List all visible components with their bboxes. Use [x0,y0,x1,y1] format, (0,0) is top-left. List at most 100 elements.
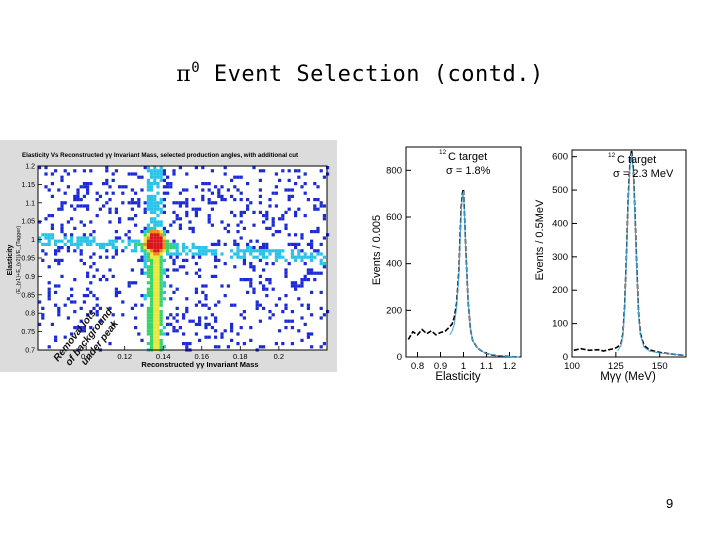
heatmap-cell [140,230,144,234]
heatmap-cell [290,255,294,259]
heatmap-cell [146,204,150,208]
hist-x-tick-label: 1 [461,361,466,372]
heatmap-cell [150,204,154,208]
heatmap-cell [230,249,234,253]
heatmap-cell [66,246,70,250]
heatmap-cell [207,220,211,224]
heatmap-cell [162,169,166,173]
heatmap-cell [108,268,112,272]
heatmap-cell [153,226,157,230]
heatmap-cell [207,214,211,218]
heatmap-cell [146,182,150,186]
heatmap-cell [284,319,288,323]
heatmap-cell [198,274,202,278]
heatmap-cell [300,258,304,262]
heatmap-cell [130,201,134,205]
hist-y-tick-label: 100 [552,319,568,330]
heatmap-cell [143,239,147,243]
heatmap-cell [159,322,163,326]
hist-fit-line [617,153,685,356]
heatmap-cell [38,166,42,170]
heatmap-cell [294,182,298,186]
heatmap-cell [172,329,176,333]
heatmap-cell [322,342,326,346]
heatmap-cell [150,322,154,326]
heatmap-cell [182,342,186,346]
heatmap-cell [214,345,218,349]
heatmap-cell [178,201,182,205]
heatmap-cell [159,274,163,278]
heatmap-cell [47,345,51,349]
heatmap-cell [249,281,253,285]
heatmap-cell [172,290,176,294]
heatmap-cell [146,252,150,256]
heatmap-cell [284,258,288,262]
heatmap-cell [310,258,314,262]
heatmap-cell [98,246,102,250]
heatmap-cell [204,335,208,339]
heatmap-cell [153,175,157,179]
heatmap-cell [278,252,282,256]
heatmap-cell [153,262,157,266]
heatmap-cell [242,316,246,320]
heatmap-cell [319,258,323,262]
heatmap-cell [166,274,170,278]
heatmap-cell [278,255,282,259]
heatmap-cell [143,262,147,266]
heatmap-cell [303,274,307,278]
heatmap-cell [255,239,259,243]
heatmap-cell [159,284,163,288]
heatmap-cell [306,335,310,339]
heatmap-cell [198,319,202,323]
heatmap-cell [182,316,186,320]
heatmap-cell [150,188,154,192]
heatmap-cell [278,178,282,182]
heatmap-cell [98,207,102,211]
heatmap-cell [82,294,86,298]
heatmap-cell [159,265,163,269]
heatmap-cell [300,284,304,288]
heatmap-cell [150,252,154,256]
heatmap-cell [98,278,102,282]
heatmap-cell [159,287,163,291]
heatmap-cell [146,319,150,323]
heatmap-cell [297,207,301,211]
heatmap-cell [159,262,163,266]
heatmap-cell [159,319,163,323]
heatmap-cell [162,290,166,294]
heatmap-cell [153,194,157,198]
heatmap-cell [303,172,307,176]
heatmap-cell [294,214,298,218]
heatmap-cell [140,255,144,259]
heatmap-cell [159,316,163,320]
heatmap-cell [185,297,189,301]
heatmap-cell [274,204,278,208]
heatmap-cell [66,220,70,224]
hist-x-tick-label: 0.8 [411,361,424,372]
heatmap-cell [44,242,48,246]
heatmap-cell [146,332,150,336]
heatmap-cell [137,242,141,246]
heatmap-cell [166,185,170,189]
heatmap-cell [70,239,74,243]
heatmap-cell [79,236,83,240]
heatmap-cell [198,207,202,211]
heatmap-cell [146,329,150,333]
heatmap-cell [198,338,202,342]
hist-data-line [407,188,519,358]
heatmap-cell [268,198,272,202]
heatmap-cell [150,278,154,282]
heatmap-x-label: Reconstructed γγ Invariant Mass [141,360,258,369]
heatmap-cell [47,287,51,291]
heatmap-cell [159,169,163,173]
heatmap-cell [175,268,179,272]
heatmap-cell [258,249,262,253]
heatmap-cell [108,220,112,224]
heatmap-cell [76,188,80,192]
heatmap-cell [166,322,170,326]
heatmap-cell [47,294,51,298]
heatmap-x-tick-label: 0.1 [81,352,91,361]
heatmap-cell [121,300,125,304]
heatmap-cell [284,223,288,227]
